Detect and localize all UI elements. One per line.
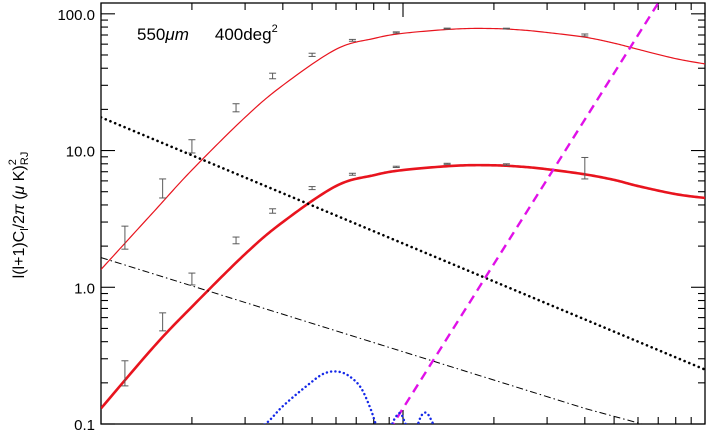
error-bar (188, 272, 196, 286)
error-bar (392, 31, 400, 34)
ylabel-sub1: l (19, 228, 31, 230)
plot-frame-group (100, 2, 706, 425)
ylabel-sub2: RJ (19, 152, 31, 165)
series-line-dashed (391, 3, 660, 424)
ylabel-unit: K) (11, 165, 28, 185)
series-line-dotted (101, 116, 705, 371)
series-line-thin-solid (101, 27, 705, 270)
error-bar (502, 163, 510, 166)
error-bar (392, 165, 400, 168)
ylabel-mu: μ (11, 185, 28, 195)
y-axis-label: l(l+1)Cl/2π (μ K)2RJ (7, 152, 31, 279)
error-bar (348, 38, 356, 42)
annotation: 550μm 400deg2 (137, 23, 278, 44)
error-bar (269, 72, 277, 80)
y-axis-ticks: 100.0 10.0 1.0 0.1 (57, 7, 705, 430)
y-tick-label: 1.0 (74, 280, 95, 297)
error-bar (308, 186, 316, 191)
error-bar-layer (121, 27, 589, 387)
error-bar (308, 52, 316, 57)
error-bar (121, 360, 129, 387)
ylabel-main: l(l+1)C (11, 231, 28, 279)
error-bar (581, 33, 589, 37)
y-tick-label: 10.0 (66, 144, 95, 161)
error-bar (502, 27, 510, 30)
series-line-blue-dotted (263, 370, 435, 424)
ylabel-paren: ( (11, 194, 28, 204)
error-bar (188, 139, 196, 154)
error-bar (443, 162, 451, 165)
error-bar (443, 27, 451, 30)
annotation-wavelength: 550 (137, 25, 165, 44)
error-bar (348, 172, 356, 176)
x-axis-ticks (100, 3, 706, 424)
y-tick-label: 0.1 (74, 417, 95, 430)
error-bar (121, 225, 129, 250)
series-layer (101, 3, 705, 424)
error-bar (232, 236, 240, 245)
plot-frame (100, 2, 706, 425)
error-bar (159, 178, 167, 199)
annotation-area: 400deg (215, 25, 272, 44)
annotation-wavelength-unit: μm (164, 25, 188, 44)
error-bar (269, 208, 277, 214)
error-bar (159, 312, 167, 332)
error-bar (232, 103, 240, 113)
error-bar (581, 156, 589, 180)
series-line-thick-solid (101, 163, 705, 410)
y-tick-label: 100.0 (57, 7, 95, 24)
ylabel-pi: π (11, 204, 28, 215)
ylabel-sup: 2 (7, 159, 19, 165)
ylabel-mid: /2 (11, 215, 28, 228)
annotation-area-exponent: 2 (272, 23, 278, 35)
